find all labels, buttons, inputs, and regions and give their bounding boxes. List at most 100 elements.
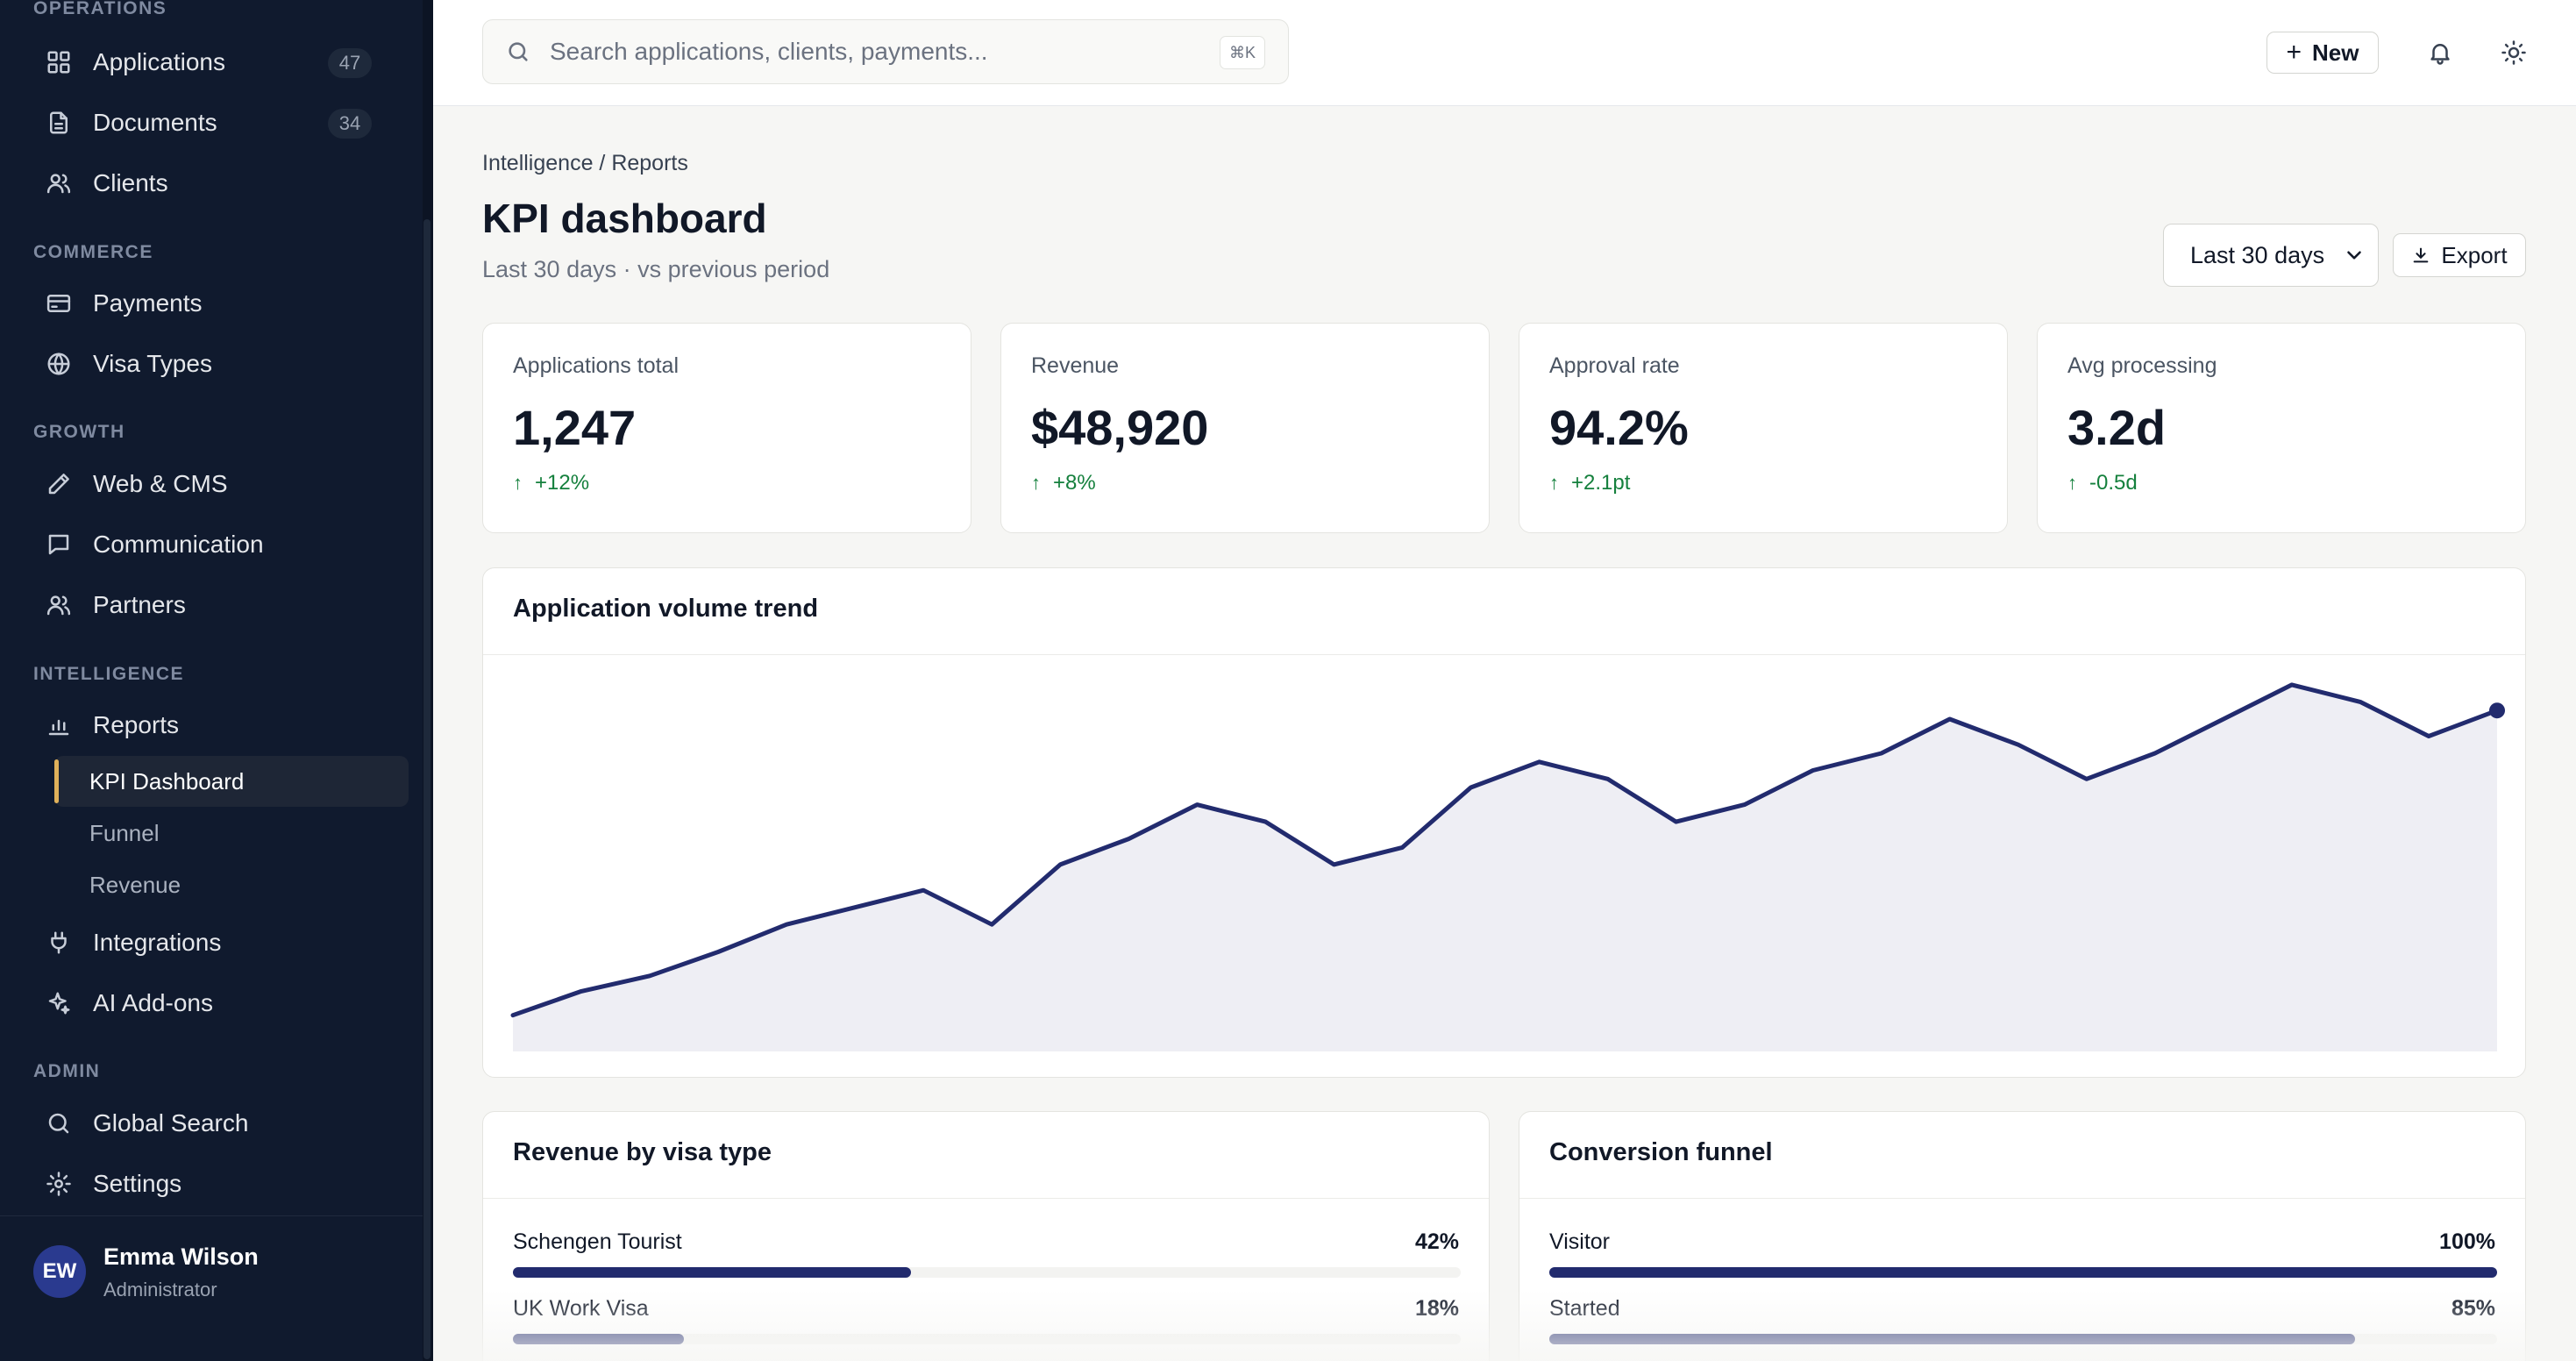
sidebar-item-label: Settings [93,1170,182,1197]
new-button[interactable]: + New [2266,32,2379,74]
bar-fill [1549,1334,2355,1344]
sidebar-item-partners[interactable]: Partners [33,581,384,630]
bar-track [513,1334,1461,1344]
sidebar-item-label: Applications [93,48,225,75]
arrow-up-icon: ↑ [513,472,523,494]
bar-label: Visitor [1549,1229,1611,1254]
topbar: ⌘K + New [433,0,2576,106]
sidebar-item-applications[interactable]: Applications 47 [33,38,384,87]
trend-area [513,684,2497,1051]
card-divider [1519,1198,2525,1199]
kpi-card-avg-processing: Avg processing 3.2d ↑ -0.5d [2037,323,2526,533]
bar-label: Schengen Tourist [513,1229,682,1254]
document-icon [46,110,72,136]
count-badge: 47 [328,48,372,78]
bell-icon[interactable] [2423,35,2458,70]
card-title: Revenue by visa type [513,1138,772,1166]
card-title: Conversion funnel [1549,1138,1773,1166]
sidebar-item-web-cms[interactable]: Web & CMS [33,460,384,509]
user-name: Emma Wilson [103,1243,259,1270]
sidebar-item-ai-addons[interactable]: AI Add-ons [33,979,384,1028]
sidebar-item-settings[interactable]: Settings [33,1159,384,1208]
sidebar: OPERATIONS Applications 47 Documents 34 … [0,0,433,1361]
kpi-label: Approval rate [1549,353,1680,378]
bar-track [513,1267,1461,1278]
sidebar-item-communication[interactable]: Communication [33,520,384,569]
sidebar-item-label: Documents [93,109,217,136]
period-select[interactable]: Last 30 days [2163,224,2379,287]
kpi-card-revenue: Revenue $48,920 ↑ +8% [1000,323,1490,533]
conversion-funnel-card: Conversion funnel Visitor 100% Started 8… [1519,1111,2526,1361]
sun-icon[interactable] [2496,35,2531,70]
sidebar-item-documents[interactable]: Documents 34 [33,98,384,147]
users-icon [46,592,72,618]
kpi-delta: ↑ +12% [513,471,589,495]
export-button[interactable]: Export [2393,233,2526,277]
revenue-by-visa-card: Revenue by visa type Schengen Tourist 42… [482,1111,1490,1361]
kpi-delta: ↑ +8% [1031,471,1096,495]
globe-icon [46,351,72,377]
search-input[interactable] [550,38,1199,66]
chevron-down-icon [2343,244,2366,267]
sidebar-item-reports[interactable]: Reports [33,701,384,750]
kpi-delta: ↑ +2.1pt [1549,471,1630,495]
sidebar-subitem-kpi-dashboard[interactable]: KPI Dashboard [54,756,409,807]
page-subtitle: Last 30 days · vs previous period [482,256,830,282]
sidebar-divider [0,1215,423,1216]
page-title: KPI dashboard [482,196,767,241]
user-role: Administrator [103,1279,217,1300]
volume-trend-card: Application volume trend [482,567,2526,1078]
sidebar-subitem-revenue[interactable]: Revenue [89,871,181,898]
download-icon [2414,247,2429,263]
sidebar-item-label: Reports [93,711,180,738]
sparkles-icon [46,990,72,1016]
sidebar-item-integrations[interactable]: Integrations [33,918,384,967]
avatar[interactable]: EW [33,1245,86,1298]
kpi-card-approval-rate: Approval rate 94.2% ↑ +2.1pt [1519,323,2008,533]
kpi-label: Revenue [1031,353,1120,378]
bar-fill [513,1267,912,1278]
bar-fill [1549,1267,2497,1278]
sidebar-item-label: Communication [93,531,264,558]
sidebar-item-global-search[interactable]: Global Search [33,1099,384,1148]
kpi-delta-value: -0.5d [2089,471,2138,495]
count-badge: 34 [328,109,372,139]
section-growth: GROWTH [33,422,125,442]
arrow-up-icon: ↑ [1031,472,1041,494]
bar-label: UK Work Visa [513,1296,649,1321]
sidebar-item-label: Clients [93,169,168,196]
sidebar-item-visa-types[interactable]: Visa Types [33,339,384,388]
breadcrumb: Intelligence / Reports [482,151,688,175]
sidebar-item-label: Partners [93,591,186,618]
kpi-label: Applications total [513,353,680,378]
users-icon [46,170,72,196]
credit-card-icon [46,290,72,317]
bar-label: Started [1549,1296,1620,1321]
arrow-up-icon: ↑ [1549,472,1559,494]
bar-fill [513,1334,684,1344]
kpi-value: 94.2% [1549,400,1689,455]
chat-icon [46,531,72,558]
pencil-icon [46,471,72,497]
sidebar-item-label: Global Search [93,1109,249,1137]
sidebar-scrollbar-thumb[interactable] [423,219,431,1359]
sidebar-item-label: Web & CMS [93,470,228,497]
shortcut-hint: ⌘K [1219,36,1265,69]
bar-chart-icon [46,712,72,738]
sidebar-item-payments[interactable]: Payments [33,279,384,328]
bar-track [1549,1334,2497,1344]
new-button-label: New [2312,39,2359,66]
sidebar-item-clients[interactable]: Clients [33,159,384,208]
sidebar-subitem-funnel[interactable]: Funnel [89,819,160,846]
kpi-delta-value: +2.1pt [1571,471,1631,495]
bar-percent: 18% [1414,1296,1459,1321]
search-box[interactable]: ⌘K [482,19,1289,84]
kpi-delta-value: +8% [1053,471,1096,495]
section-admin: ADMIN [33,1061,101,1081]
section-operations: OPERATIONS [33,0,167,18]
card-divider [483,654,2525,655]
trend-point [2489,702,2505,719]
arrow-up-icon: ↑ [2067,472,2077,494]
bar-percent: 85% [2451,1296,2495,1321]
